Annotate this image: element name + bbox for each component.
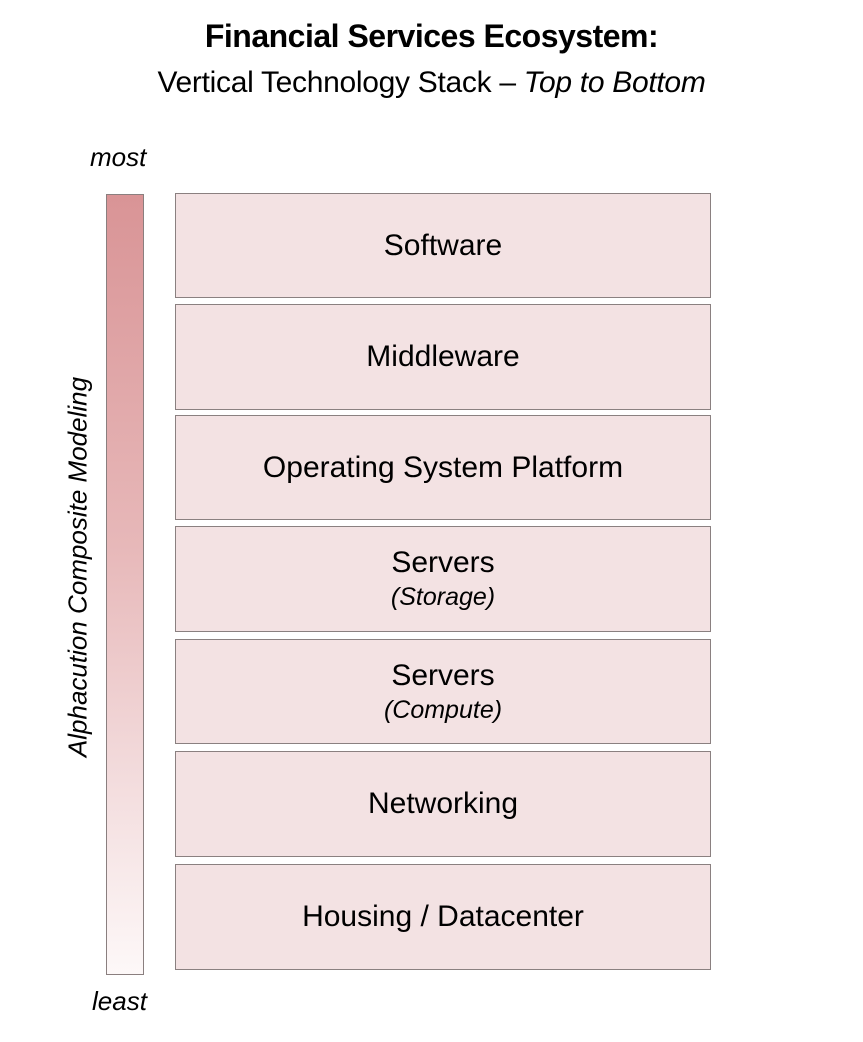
stack-layer-software: Software xyxy=(175,193,711,298)
gradient-scale-bar xyxy=(106,194,144,975)
layer-sublabel: (Storage) xyxy=(390,583,496,611)
subtitle-italic: Top to Bottom xyxy=(523,66,706,99)
layer-label: Servers xyxy=(391,546,495,579)
layer-label: Operating System Platform xyxy=(262,450,624,484)
layer-label: Networking xyxy=(367,787,519,820)
scale-axis-label-text: Alphacution Composite Modeling xyxy=(62,376,93,758)
layer-sublabel: (Compute) xyxy=(383,695,503,724)
stack-layer-servers-compute: Servers (Compute) xyxy=(175,639,711,744)
layer-label: Software xyxy=(383,228,503,262)
layer-label: Middleware xyxy=(366,340,520,373)
stack-layer-networking: Networking xyxy=(175,751,711,857)
stack-layer-os-platform: Operating System Platform xyxy=(175,415,711,520)
layer-label: Housing / Datacenter xyxy=(302,900,584,933)
stack-layer-servers-storage: Servers (Storage) xyxy=(175,526,711,632)
subtitle-plain: Vertical Technology Stack – xyxy=(157,66,524,99)
stack-layer-housing-datacenter: Housing / Datacenter xyxy=(175,864,711,970)
scale-bottom-label: least xyxy=(92,986,147,1016)
scale-top-label: most xyxy=(90,142,147,172)
layer-label: Servers xyxy=(391,658,495,692)
diagram-title: Financial Services Ecosystem: xyxy=(204,18,659,54)
diagram-subtitle: Vertical Technology Stack – Top to Botto… xyxy=(0,66,863,100)
stack-layer-middleware: Middleware xyxy=(175,304,711,410)
